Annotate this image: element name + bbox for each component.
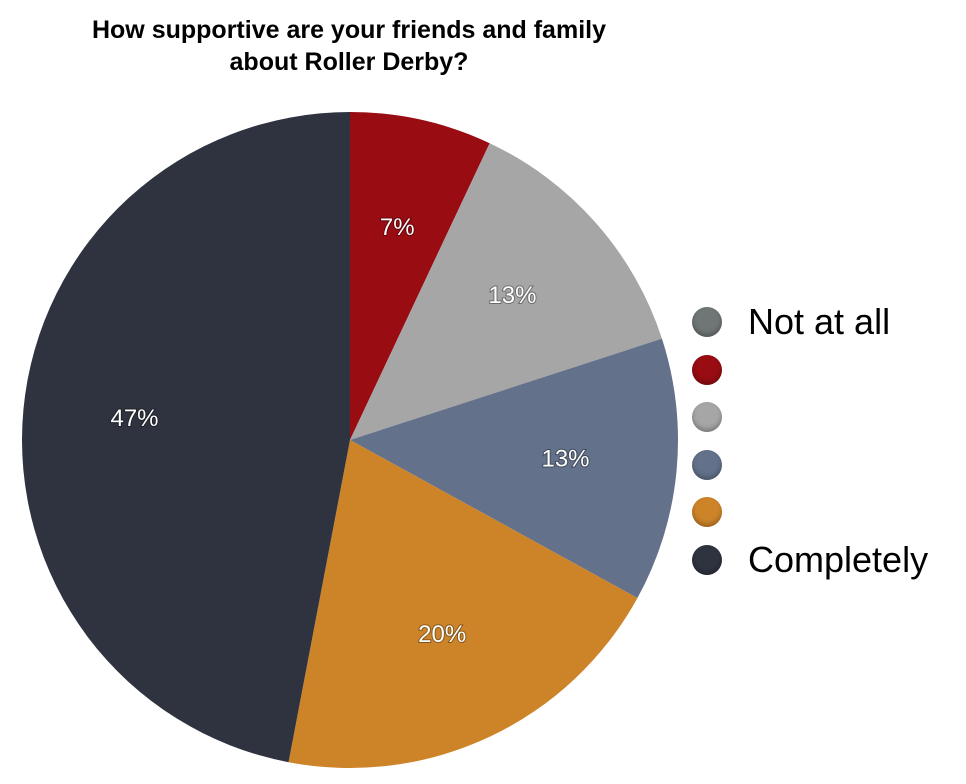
- pie-slice: [22, 112, 351, 763]
- pie-slice: [288, 440, 638, 769]
- chart-title-line-1: How supportive are your friends and fami…: [91, 16, 606, 44]
- slice-value-label: 13%: [488, 282, 536, 309]
- pie-slice: [350, 338, 679, 599]
- slice-value-label: 20%: [418, 621, 466, 648]
- slice-value-label: 13%: [541, 446, 589, 473]
- legend-label: Not at all: [748, 301, 891, 342]
- legend-swatch: [692, 449, 722, 480]
- chart-title-line-2: about Roller Derby?: [229, 48, 469, 76]
- pie-slice: [350, 112, 490, 440]
- legend-swatch: [692, 402, 722, 433]
- legend-swatch: [692, 497, 722, 528]
- chart-title: How supportive are your friends and fami…: [0, 14, 698, 78]
- legend-label: Completely: [748, 538, 929, 580]
- slice-value-label: 47%: [110, 405, 158, 432]
- legend-swatch: [692, 307, 722, 337]
- legend-swatch: [692, 354, 722, 385]
- legend-swatch: [692, 544, 722, 575]
- slice-value-label: 7%: [380, 214, 415, 241]
- pie-slice: [350, 143, 662, 440]
